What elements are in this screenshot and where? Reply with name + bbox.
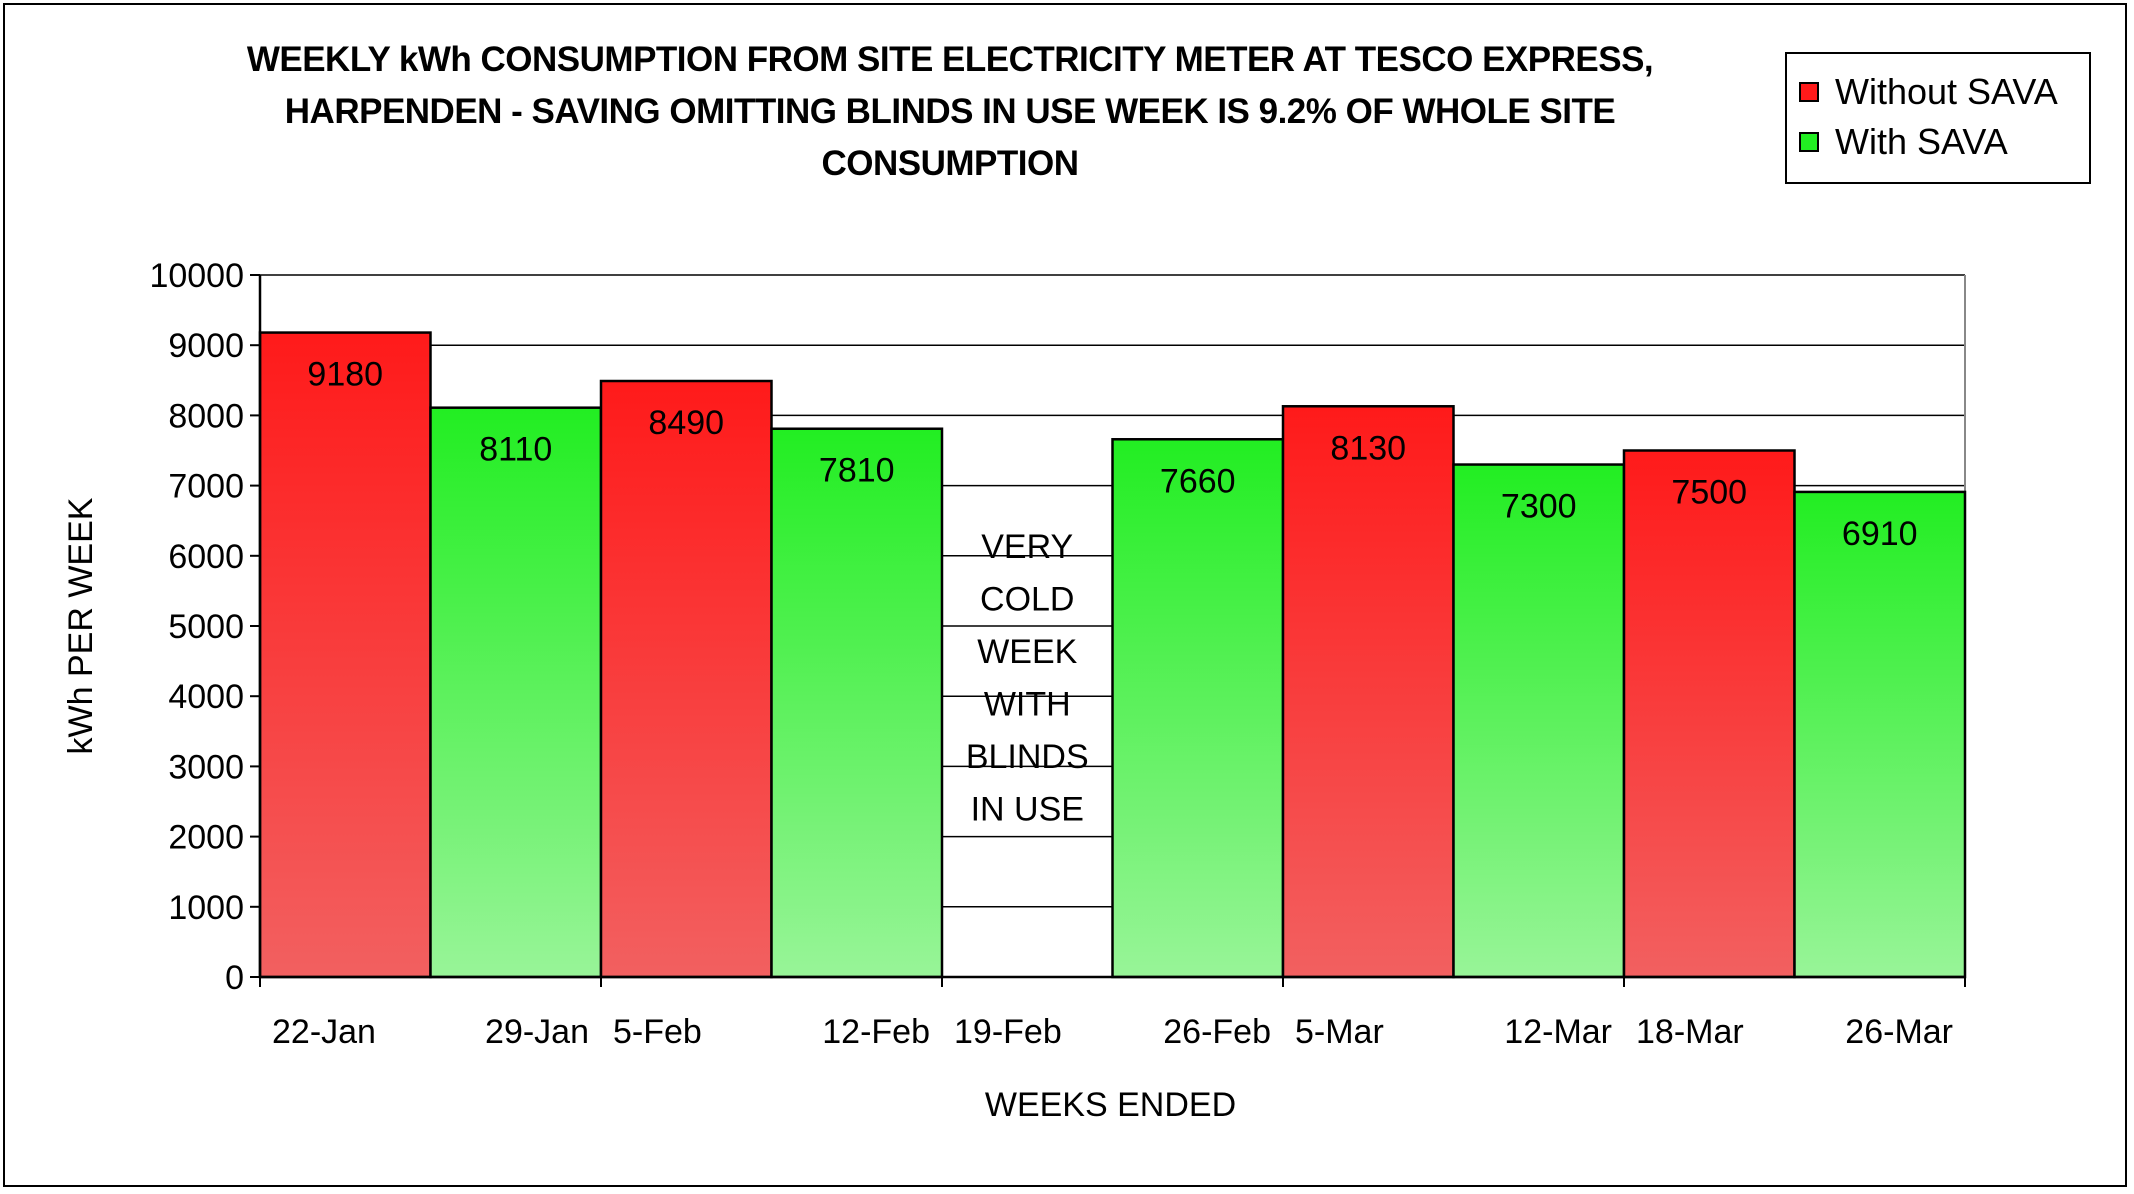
x-tick-label-19-Feb: 19-Feb: [954, 1013, 1062, 1051]
annotation-line-2: COLD: [980, 581, 1074, 619]
bar-29-Jan: [429, 406, 603, 979]
x-tick-label-12-Feb: 12-Feb: [822, 1013, 930, 1051]
x-tick-label-29-Jan: 29-Jan: [485, 1013, 589, 1051]
legend-swatch-without-sava: [1799, 82, 1819, 102]
y-tick-label-1000: 1000: [168, 889, 244, 927]
y-tick-label-9000: 9000: [168, 327, 244, 365]
x-tick-label-26-Feb: 26-Feb: [1163, 1013, 1271, 1051]
bar-5-Feb: [599, 379, 773, 979]
annotation-line-1: VERY: [981, 528, 1073, 566]
x-axis-title: WEEKS ENDED: [985, 1086, 1236, 1124]
data-label-5-Mar: 8130: [1330, 429, 1406, 467]
x-tick-label-22-Jan: 22-Jan: [272, 1013, 376, 1051]
chart-legend: Without SAVA With SAVA: [1785, 52, 2091, 184]
x-tick-label-18-Mar: 18-Mar: [1636, 1013, 1744, 1051]
bar-5-Mar: [1281, 405, 1455, 979]
chart-title-line-1: WEEKLY kWh CONSUMPTION FROM SITE ELECTRI…: [246, 40, 1654, 79]
chart-title-line-3: CONSUMPTION: [821, 144, 1080, 183]
chart-title: WEEKLY kWh CONSUMPTION FROM SITE ELECTRI…: [160, 34, 1740, 190]
legend-item-with-sava: With SAVA: [1799, 121, 2008, 162]
data-label-12-Mar: 7300: [1501, 488, 1577, 526]
annotation-line-5: BLINDS: [966, 738, 1089, 776]
chart-title-line-2: HARPENDEN - SAVING OMITTING BLINDS IN US…: [284, 92, 1616, 131]
x-tick-label-5-Mar: 5-Mar: [1295, 1013, 1384, 1051]
bar-12-Feb: [770, 427, 944, 979]
bar-26-Mar: [1793, 490, 1967, 979]
legend-swatch-with-sava: [1799, 132, 1819, 152]
x-tick-label-26-Mar: 26-Mar: [1845, 1013, 1953, 1051]
data-label-26-Mar: 6910: [1842, 515, 1918, 553]
y-tick-label-2000: 2000: [168, 819, 244, 857]
data-label-5-Feb: 8490: [648, 404, 724, 442]
x-tick-label-12-Mar: 12-Mar: [1504, 1013, 1612, 1051]
bar-22-Jan: [258, 331, 432, 979]
bar-12-Mar: [1452, 463, 1626, 979]
data-label-12-Feb: 7810: [819, 452, 895, 490]
y-tick-label-7000: 7000: [168, 468, 244, 506]
legend-label-without-sava: Without SAVA: [1835, 71, 2058, 112]
legend-item-without-sava: Without SAVA: [1799, 71, 2058, 112]
annotation-line-6: IN USE: [971, 791, 1084, 829]
data-label-29-Jan: 8110: [479, 431, 552, 469]
data-label-18-Mar: 7500: [1671, 474, 1747, 512]
x-tick-label-5-Feb: 5-Feb: [613, 1013, 702, 1051]
y-tick-label-10000: 10000: [149, 257, 244, 295]
y-tick-label-5000: 5000: [168, 608, 244, 646]
bar-18-Mar: [1622, 449, 1796, 979]
y-tick-label-0: 0: [225, 959, 244, 997]
y-tick-label-6000: 6000: [168, 538, 244, 576]
y-axis-title: kWh PER WEEK: [62, 497, 100, 754]
data-label-22-Jan: 9180: [307, 356, 383, 394]
y-tick-label-8000: 8000: [168, 397, 244, 435]
annotation-line-4: WITH: [984, 686, 1071, 724]
y-tick-label-3000: 3000: [168, 748, 244, 786]
data-label-26-Feb: 7660: [1160, 462, 1236, 500]
y-tick-label-4000: 4000: [168, 678, 244, 716]
legend-label-with-sava: With SAVA: [1835, 121, 2008, 162]
bar-26-Feb: [1111, 438, 1285, 979]
annotation-line-3: WEEK: [977, 633, 1077, 671]
